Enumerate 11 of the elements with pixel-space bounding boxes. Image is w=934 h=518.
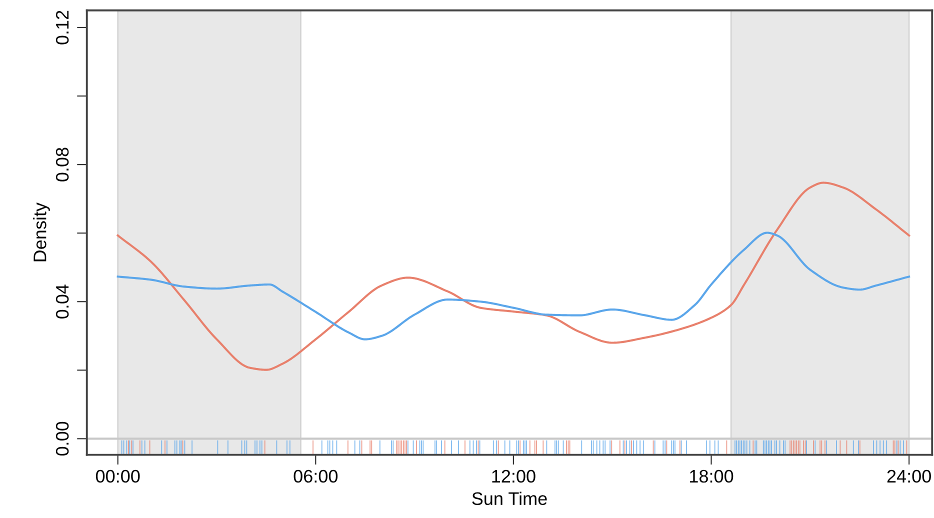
y-axis-title: Density xyxy=(33,202,50,262)
x-tick-label: 12:00 xyxy=(492,470,536,483)
y-tick-label: 0.08 xyxy=(56,148,69,182)
x-tick-label: 06:00 xyxy=(294,470,338,483)
y-tick-label: 0.12 xyxy=(56,10,69,44)
x-tick-label: 00:00 xyxy=(96,470,140,483)
x-tick-label: 24:00 xyxy=(887,470,931,483)
y-tick-label: 0.04 xyxy=(56,284,69,318)
y-tick-label: 0.00 xyxy=(56,422,69,456)
x-tick-label: 18:00 xyxy=(690,470,734,483)
x-axis-title: Sun Time xyxy=(472,492,547,506)
